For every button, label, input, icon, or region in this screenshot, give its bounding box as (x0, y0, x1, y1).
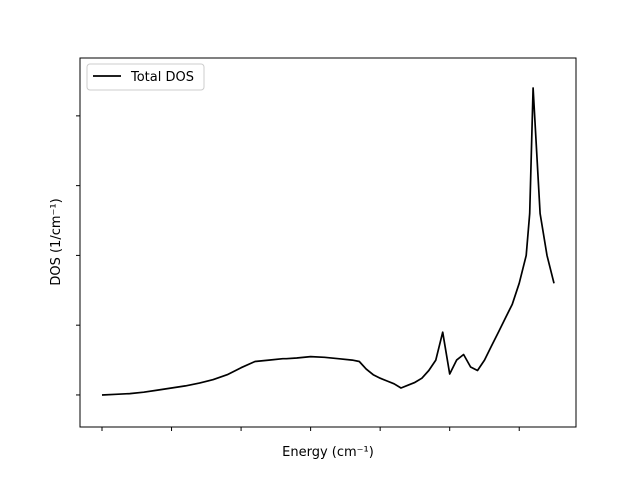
y-axis-ticks (76, 115, 80, 396)
legend-box (86, 63, 205, 91)
y-axis-label: DOS (1/cm⁻¹) (49, 198, 64, 285)
plot-frame (79, 57, 577, 428)
x-axis-label: Energy (cm⁻¹) (282, 445, 374, 460)
legend-label-total-dos: Total DOS (130, 70, 194, 85)
legend: Total DOS (86, 63, 205, 91)
plot-series-group (101, 87, 555, 396)
x-axis-ticks (101, 427, 520, 431)
total-dos-line (101, 87, 555, 396)
